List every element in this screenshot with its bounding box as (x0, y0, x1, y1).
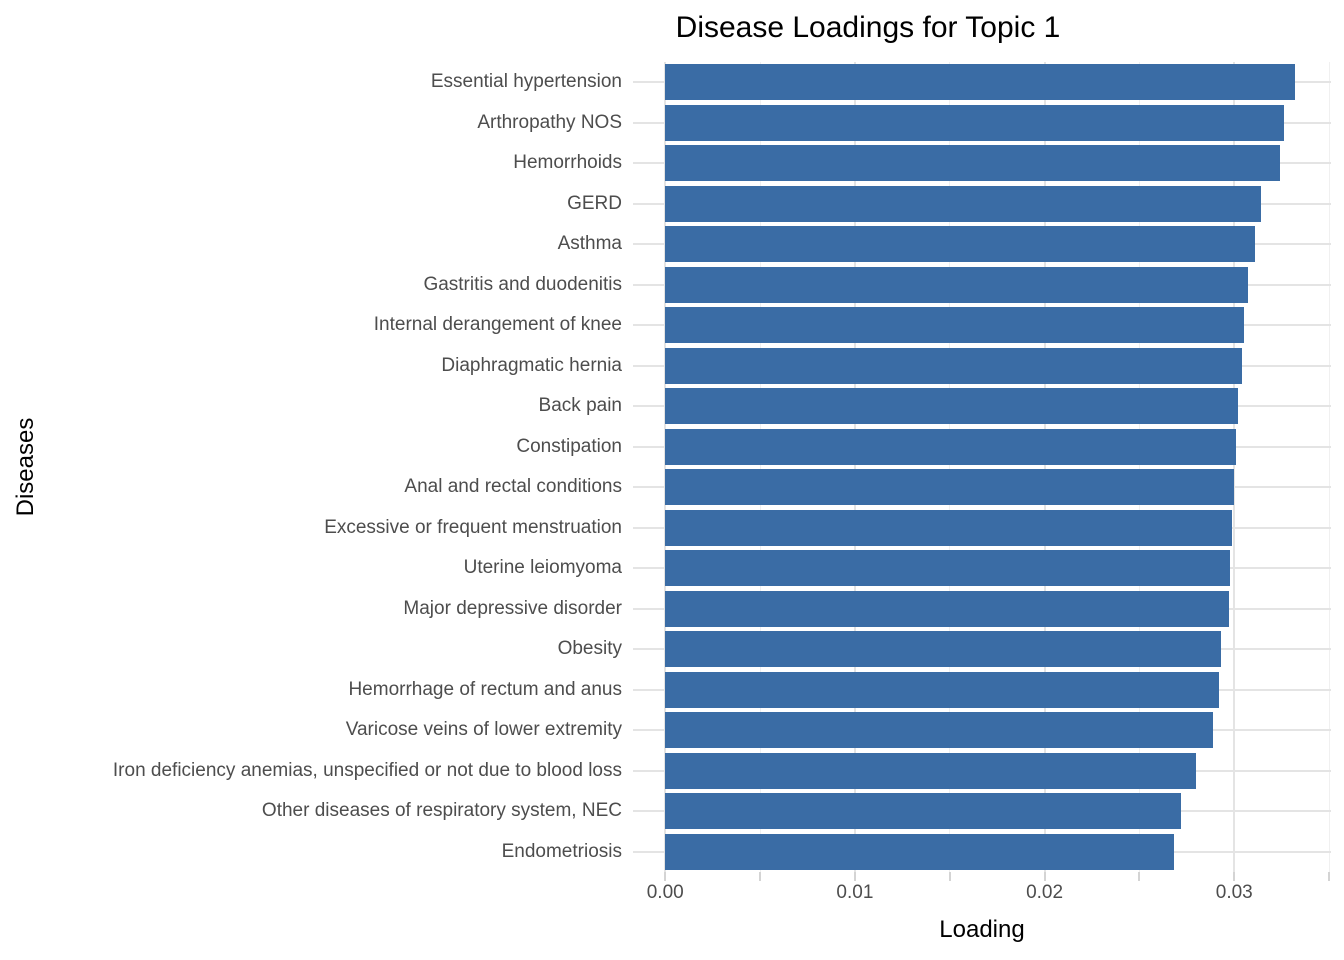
x-tick-label: 0.03 (1215, 882, 1253, 903)
gridline-vertical-major (664, 62, 667, 872)
bar (665, 388, 1239, 425)
bar (665, 428, 1237, 465)
y-tick-label: GERD (567, 192, 622, 214)
gridline-vertical-minor (949, 62, 951, 872)
bar (665, 712, 1214, 749)
x-tick-mark (853, 872, 856, 881)
y-tick-label: Internal derangement of knee (373, 314, 622, 336)
y-tick-label: Major depressive disorder (403, 597, 622, 619)
gridline-vertical-minor (759, 62, 761, 872)
y-tick-label: Back pain (538, 395, 622, 417)
bar (665, 266, 1248, 303)
bar (665, 509, 1233, 546)
plot-panel (633, 62, 1331, 872)
y-tick-label: Obesity (557, 638, 622, 660)
bar (665, 671, 1220, 708)
chart-title: Disease Loadings for Topic 1 (675, 11, 1061, 44)
x-tick-mark (1043, 872, 1046, 881)
x-axis-title: Loading (939, 916, 1025, 943)
x-tick-mark (664, 872, 667, 881)
y-tick-label: Anal and rectal conditions (404, 476, 622, 498)
bar (665, 469, 1235, 506)
bar (665, 347, 1242, 384)
gridline-vertical-major (1043, 62, 1046, 872)
bar (665, 793, 1182, 830)
bar (665, 307, 1244, 344)
bar (665, 104, 1284, 141)
gridline-vertical-minor (1138, 62, 1140, 872)
y-tick-label: Hemorrhage of rectum and anus (348, 678, 622, 700)
x-tick-label: 0.00 (646, 882, 684, 903)
bar (665, 145, 1280, 182)
y-tick-label: Gastritis and duodenitis (423, 273, 622, 295)
y-tick-label: Constipation (516, 435, 622, 457)
x-tick-mark (1328, 872, 1331, 881)
y-tick-label: Endometriosis (501, 840, 622, 862)
y-tick-label: Varicose veins of lower extremity (345, 719, 622, 741)
bar (665, 64, 1295, 101)
x-tick-mark (759, 872, 762, 881)
y-tick-label: Essential hypertension (430, 71, 622, 93)
x-tick-mark (1233, 872, 1236, 881)
y-tick-label: Hemorrhoids (513, 152, 622, 174)
y-tick-label: Excessive or frequent menstruation (324, 516, 622, 538)
gridline-vertical-minor (1328, 62, 1330, 872)
y-tick-label: Iron deficiency anemias, unspecified or … (112, 759, 622, 781)
bar (665, 631, 1221, 668)
x-tick-label: 0.02 (1026, 882, 1064, 903)
bar (665, 752, 1197, 789)
y-tick-label: Diaphragmatic hernia (441, 354, 622, 376)
gridline-vertical-major (853, 62, 856, 872)
y-tick-label: Other diseases of respiratory system, NE… (261, 800, 622, 822)
y-tick-label: Uterine leiomyoma (463, 557, 622, 579)
bar (665, 185, 1261, 222)
y-axis-labels: Essential hypertension Arthropathy NOS Hem… (0, 62, 622, 872)
x-tick-mark (1138, 872, 1141, 881)
bar (665, 833, 1174, 870)
gridline-vertical-major (1233, 62, 1236, 872)
bar (665, 226, 1256, 263)
y-tick-label: Asthma (557, 233, 622, 255)
y-tick-label: Arthropathy NOS (477, 111, 622, 133)
x-tick-mark (948, 872, 951, 881)
x-tick-label: 0.01 (836, 882, 874, 903)
bar (665, 590, 1229, 627)
bar (665, 550, 1231, 587)
